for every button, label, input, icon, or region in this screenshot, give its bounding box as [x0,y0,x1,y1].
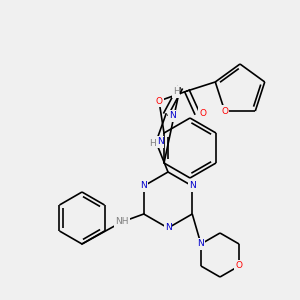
Text: N: N [165,224,171,232]
Text: O: O [200,109,206,118]
Text: N: N [198,239,204,248]
Text: H: H [172,88,179,97]
Text: O: O [221,106,228,116]
Text: O: O [155,97,163,106]
Text: N: N [189,182,196,190]
Text: N: N [140,182,147,190]
Text: O: O [236,262,243,271]
Text: H: H [148,140,155,148]
Text: NH: NH [115,218,128,226]
Text: N: N [169,112,176,121]
Text: N: N [157,137,164,146]
